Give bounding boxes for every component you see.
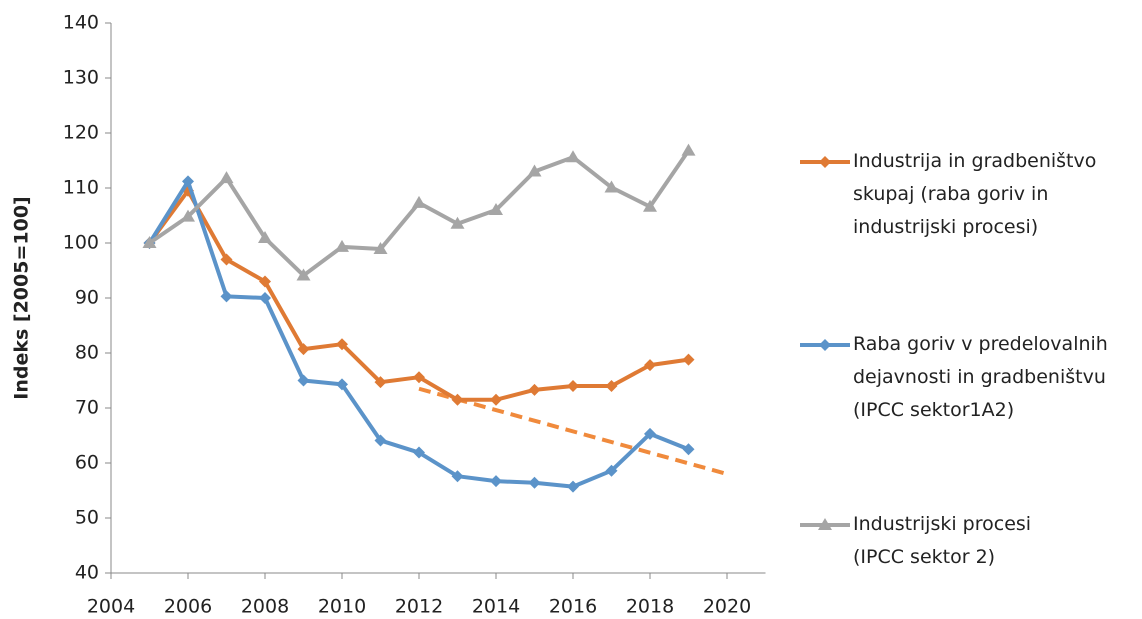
data-point [181,209,195,222]
data-point [490,393,502,406]
x-tick-label: 2004 [87,596,135,618]
data-point [220,290,233,303]
data-point [259,275,271,288]
y-tick-label: 140 [63,12,99,34]
data-point [450,216,465,229]
data-point [605,380,618,392]
y-tick-label: 80 [75,342,99,364]
x-tick-label: 2012 [395,596,443,618]
data-point [413,446,425,459]
data-point [681,143,696,156]
legend-marker [819,156,831,168]
series-line [148,149,691,278]
data-point [297,343,310,356]
data-point [567,380,579,392]
data-point [527,164,542,177]
y-tick-label: 110 [63,177,99,199]
legend-label: Industrija in gradbeništvo skupaj (raba … [853,150,1097,238]
data-point [297,374,310,387]
data-point [259,292,271,304]
data-point [182,175,194,188]
x-tick-label: 2010 [318,596,366,618]
legend-marker [818,518,832,530]
y-tick-label: 100 [63,232,99,254]
data-point [644,359,656,372]
y-tick-label: 40 [75,562,99,584]
data-point [373,242,388,255]
data-point [490,475,502,488]
y-tick-label: 90 [75,287,99,309]
data-point [567,480,579,493]
data-point [566,150,580,163]
data-point [258,231,272,244]
trendline [418,386,728,476]
data-point [336,378,348,391]
data-point [335,239,349,252]
data-point [682,443,695,456]
legend-marker [819,339,831,351]
data-point [451,393,464,406]
y-tick-label: 120 [63,122,99,144]
x-tick-label: 2014 [472,596,520,618]
y-tick-label: 130 [63,67,99,89]
data-point [605,464,618,477]
x-tick-label: 2008 [241,596,289,618]
data-point [682,353,695,366]
data-point [374,376,387,389]
data-point [489,203,503,215]
x-tick-label: 2016 [549,596,597,618]
data-point [374,434,387,447]
data-point [643,199,657,212]
legend-label: Industrijski procesi (IPCC sektor 2) [853,513,1032,568]
data-point [219,171,234,184]
x-tick-label: 2018 [626,596,674,618]
y-tick-label: 60 [75,452,99,474]
y-tick-label: 70 [75,397,99,419]
y-axis-label: Indeks [2005=100] [11,196,33,399]
data-point [451,470,464,483]
data-point [413,371,425,384]
data-point [336,338,348,351]
data-point [528,476,541,489]
x-tick-label: 2006 [164,596,212,618]
x-tick-label: 2020 [703,596,751,618]
y-tick-label: 50 [75,507,99,529]
data-point [142,236,157,248]
data-point [644,427,656,440]
legend-label: Raba goriv v predelovalnih dejavnosti in… [853,333,1108,421]
data-point [528,383,541,396]
data-point [296,268,311,281]
data-point [412,195,426,208]
data-point [604,180,619,193]
data-point [220,253,233,266]
